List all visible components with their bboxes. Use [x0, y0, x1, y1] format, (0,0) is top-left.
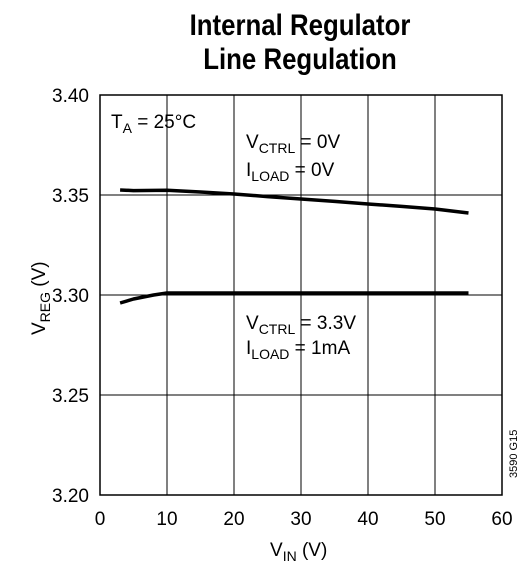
y-tick-label: 3.25 [52, 386, 89, 407]
y-tick-label: 3.40 [52, 86, 89, 107]
annotation-vctrl-3v3: VCTRL = 3.3V [246, 313, 356, 337]
annotation-iload-1ma: ILOAD = 1mA [246, 338, 350, 362]
plot-frame [99, 94, 503, 496]
annotation-vctrl-0v: VCTRL = 0V [246, 132, 340, 156]
y-axis-label: VREG (V) [29, 261, 53, 335]
annotation-temperature: TA = 25°C [111, 112, 196, 136]
figure-id: 3590 G15 [508, 430, 520, 478]
x-tick-label: 50 [424, 509, 445, 530]
x-tick-label: 40 [357, 509, 378, 530]
series-line-2 [119, 291, 469, 305]
y-tick-label: 3.20 [52, 486, 89, 507]
x-axis-label: VIN (V) [270, 540, 327, 564]
x-tick-label: 20 [223, 509, 244, 530]
y-tick-labels: 3.20 3.25 3.30 3.35 3.40 [52, 86, 89, 507]
x-tick-label: 60 [491, 509, 512, 530]
x-tick-label: 10 [156, 509, 177, 530]
x-tick-label: 30 [290, 509, 311, 530]
y-tick-label: 3.30 [52, 286, 89, 307]
chart-title: Internal Regulator [189, 9, 411, 42]
chart-subtitle: Line Regulation [203, 43, 397, 76]
grid [100, 95, 502, 495]
series-lines [119, 188, 469, 305]
y-tick-label: 3.35 [52, 186, 89, 207]
series-line-1 [120, 188, 469, 215]
annotation-iload-0v: ILOAD = 0V [246, 160, 335, 184]
x-tick-label: 0 [95, 509, 106, 530]
x-tick-labels: 0 10 20 30 40 50 60 [95, 509, 513, 530]
